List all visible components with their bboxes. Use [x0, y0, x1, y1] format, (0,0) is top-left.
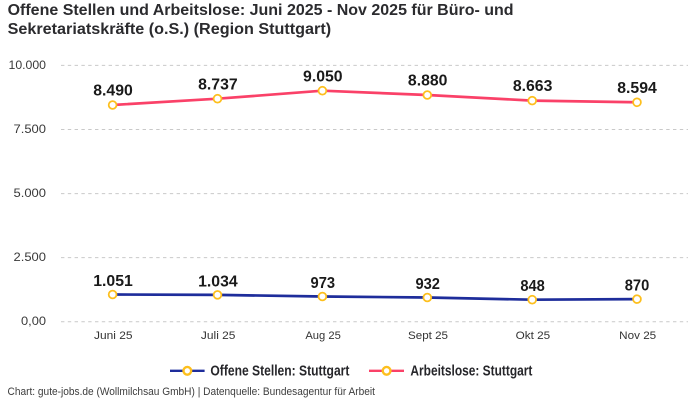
svg-text:Arbeitslose: Stuttgart: Arbeitslose: Stuttgart [410, 363, 532, 379]
svg-text:0,00: 0,00 [21, 316, 46, 328]
svg-text:8.737: 8.737 [198, 76, 238, 93]
svg-text:Aug 25: Aug 25 [305, 330, 341, 342]
svg-text:8.880: 8.880 [408, 73, 448, 90]
svg-text:Nov 25: Nov 25 [619, 330, 656, 342]
svg-text:5.000: 5.000 [14, 188, 47, 200]
svg-text:2.500: 2.500 [14, 252, 47, 264]
svg-text:Sekretariatskräfte (o.S.) (Reg: Sekretariatskräfte (o.S.) (Region Stuttg… [8, 21, 332, 38]
svg-text:Offene Stellen und Arbeitslose: Offene Stellen und Arbeitslose: Juni 202… [8, 2, 514, 19]
svg-text:Sept 25: Sept 25 [408, 330, 448, 342]
svg-text:Chart: gute-jobs.de (Wollmilch: Chart: gute-jobs.de (Wollmilchsau GmbH) … [8, 386, 376, 398]
svg-text:848: 848 [520, 278, 545, 295]
svg-text:10.000: 10.000 [9, 60, 47, 72]
svg-text:8.663: 8.663 [513, 78, 553, 95]
svg-text:9.050: 9.050 [303, 68, 343, 85]
svg-text:8.594: 8.594 [617, 80, 657, 97]
svg-text:Juli 25: Juli 25 [201, 330, 236, 342]
svg-text:973: 973 [311, 275, 336, 292]
svg-text:Okt 25: Okt 25 [516, 330, 551, 342]
svg-text:Offene Stellen: Stuttgart: Offene Stellen: Stuttgart [210, 363, 349, 379]
svg-text:Juni 25: Juni 25 [94, 330, 133, 342]
svg-text:1.051: 1.051 [93, 273, 133, 290]
svg-text:8.490: 8.490 [93, 83, 133, 100]
svg-text:1.034: 1.034 [198, 273, 238, 290]
svg-text:932: 932 [415, 276, 440, 293]
svg-text:7.500: 7.500 [14, 124, 47, 136]
svg-text:870: 870 [625, 278, 650, 295]
